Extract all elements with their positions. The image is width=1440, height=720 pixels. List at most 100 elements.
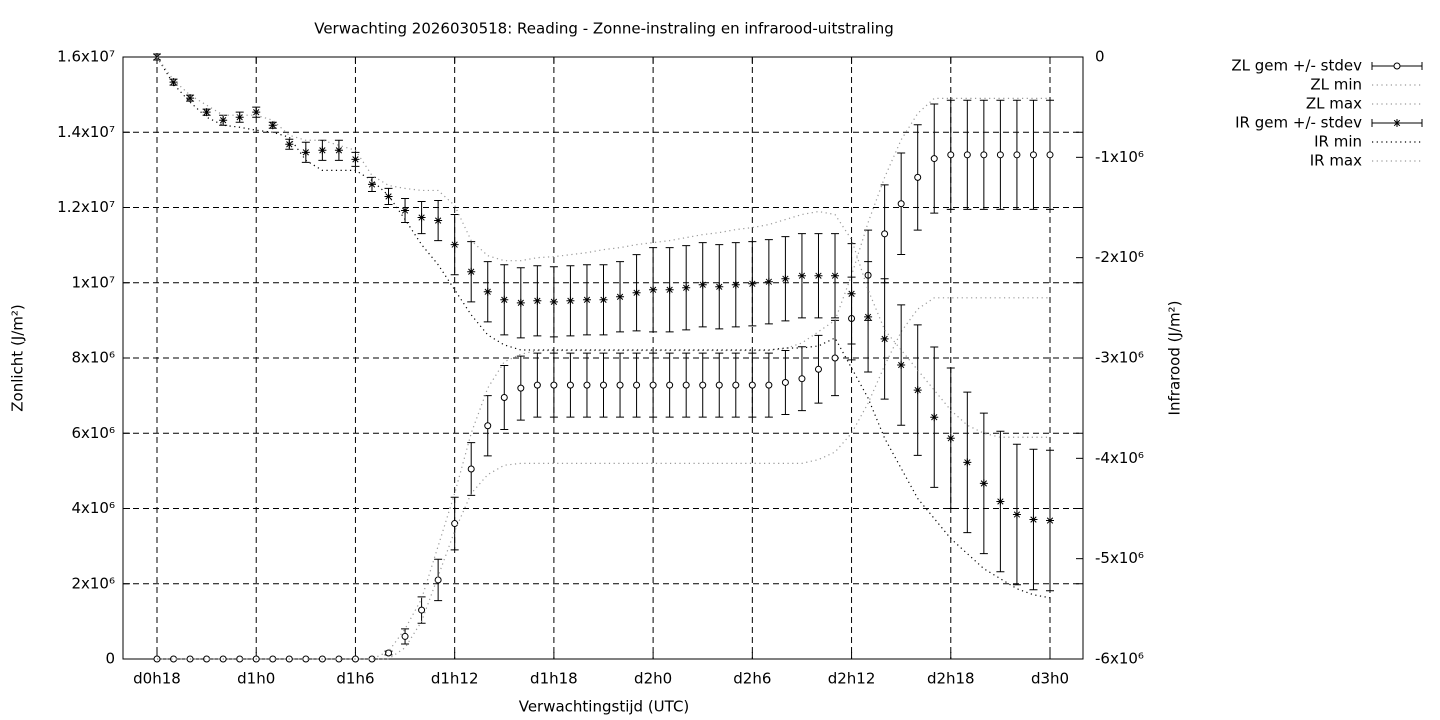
marker — [484, 422, 492, 430]
x-tick-label: d2h0 — [634, 670, 672, 688]
marker — [367, 180, 376, 189]
marker — [202, 108, 211, 117]
marker — [467, 465, 475, 473]
marker — [698, 280, 707, 289]
marker — [550, 381, 558, 389]
marker — [632, 288, 641, 297]
marker — [1029, 515, 1038, 524]
marker — [781, 274, 790, 283]
marker — [814, 365, 822, 373]
marker — [417, 213, 426, 222]
y-axis-label: Zonlicht (J/m²) — [9, 304, 27, 412]
marker — [334, 146, 343, 155]
marker — [963, 458, 972, 467]
marker — [666, 381, 674, 389]
chart-title: Verwachting 2026030518: Reading - Zonne-… — [314, 20, 894, 38]
y-tick-label: 8x10⁶ — [71, 349, 115, 367]
y2-tick-label: -4x10⁶ — [1095, 449, 1144, 467]
x-tick-label: d0h18 — [133, 670, 181, 688]
marker — [483, 287, 492, 296]
marker — [930, 155, 938, 163]
marker — [235, 113, 244, 122]
marker — [880, 334, 889, 343]
marker — [517, 384, 525, 392]
marker — [301, 148, 310, 157]
marker — [549, 297, 558, 306]
marker — [980, 151, 988, 159]
y2-tick-label: 0 — [1095, 48, 1105, 66]
marker — [533, 296, 542, 305]
marker — [682, 381, 690, 389]
marker — [715, 381, 723, 389]
marker — [351, 155, 360, 164]
y-tick-label: 1x10⁷ — [71, 273, 115, 291]
marker — [451, 520, 459, 528]
marker — [285, 140, 294, 149]
marker — [963, 151, 971, 159]
marker — [533, 381, 541, 389]
legend-label: IR gem +/- stdev — [1235, 114, 1362, 132]
marker — [1046, 516, 1054, 525]
marker — [797, 271, 806, 280]
series-line — [156, 56, 1050, 438]
x-tick-label: d1h0 — [237, 670, 275, 688]
marker — [268, 121, 277, 130]
marker — [1012, 510, 1021, 519]
marker — [765, 381, 773, 389]
marker — [699, 381, 707, 389]
marker — [1013, 151, 1021, 159]
marker — [401, 632, 409, 640]
marker — [1393, 62, 1401, 70]
x-tick-label: d2h6 — [733, 670, 771, 688]
x-tick-label: d1h6 — [336, 670, 374, 688]
marker — [979, 479, 988, 488]
marker — [169, 78, 178, 87]
y2-tick-label: -3x10⁶ — [1095, 349, 1144, 367]
marker — [434, 216, 443, 225]
series-line — [156, 56, 1051, 599]
marker — [864, 312, 873, 321]
marker — [764, 277, 773, 286]
marker — [318, 146, 327, 155]
legend-label: ZL min — [1310, 76, 1362, 94]
marker — [616, 381, 624, 389]
marker — [582, 295, 591, 304]
marker — [798, 375, 806, 383]
marker — [732, 381, 740, 389]
marker — [252, 108, 261, 117]
x-axis-label: Verwachtingstijd (UTC) — [519, 698, 690, 716]
y-tick-label: 2x10⁶ — [71, 574, 115, 592]
marker — [946, 434, 955, 443]
marker — [566, 296, 575, 305]
marker — [1046, 151, 1054, 159]
y-tick-label: 1.6x10⁷ — [57, 48, 115, 66]
y2-axis-label: Infrarood (J/m²) — [1166, 301, 1184, 416]
marker — [881, 230, 889, 238]
marker — [1029, 151, 1037, 159]
series-line — [157, 97, 1050, 660]
series-line — [157, 297, 1050, 660]
y-tick-label: 1.4x10⁷ — [57, 123, 115, 141]
marker — [897, 361, 906, 370]
marker — [633, 381, 641, 389]
y-tick-label: 6x10⁶ — [71, 424, 115, 442]
marker — [748, 279, 757, 288]
x-tick-label: d2h18 — [927, 670, 975, 688]
marker — [600, 381, 607, 389]
x-tick-label: d3h0 — [1031, 670, 1069, 688]
marker — [914, 173, 922, 181]
marker — [996, 497, 1005, 506]
marker — [450, 240, 459, 249]
marker — [219, 116, 228, 125]
marker — [996, 151, 1004, 159]
x-tick-label: d2h12 — [828, 670, 876, 688]
marker — [731, 280, 740, 289]
x-tick-label: d1h18 — [530, 670, 578, 688]
marker — [847, 289, 856, 298]
y-tick-label: 1.2x10⁷ — [57, 198, 115, 216]
marker — [947, 151, 955, 159]
marker — [616, 292, 625, 301]
x-tick-label: d1h12 — [431, 670, 479, 688]
y2-tick-label: -6x10⁶ — [1095, 650, 1144, 668]
